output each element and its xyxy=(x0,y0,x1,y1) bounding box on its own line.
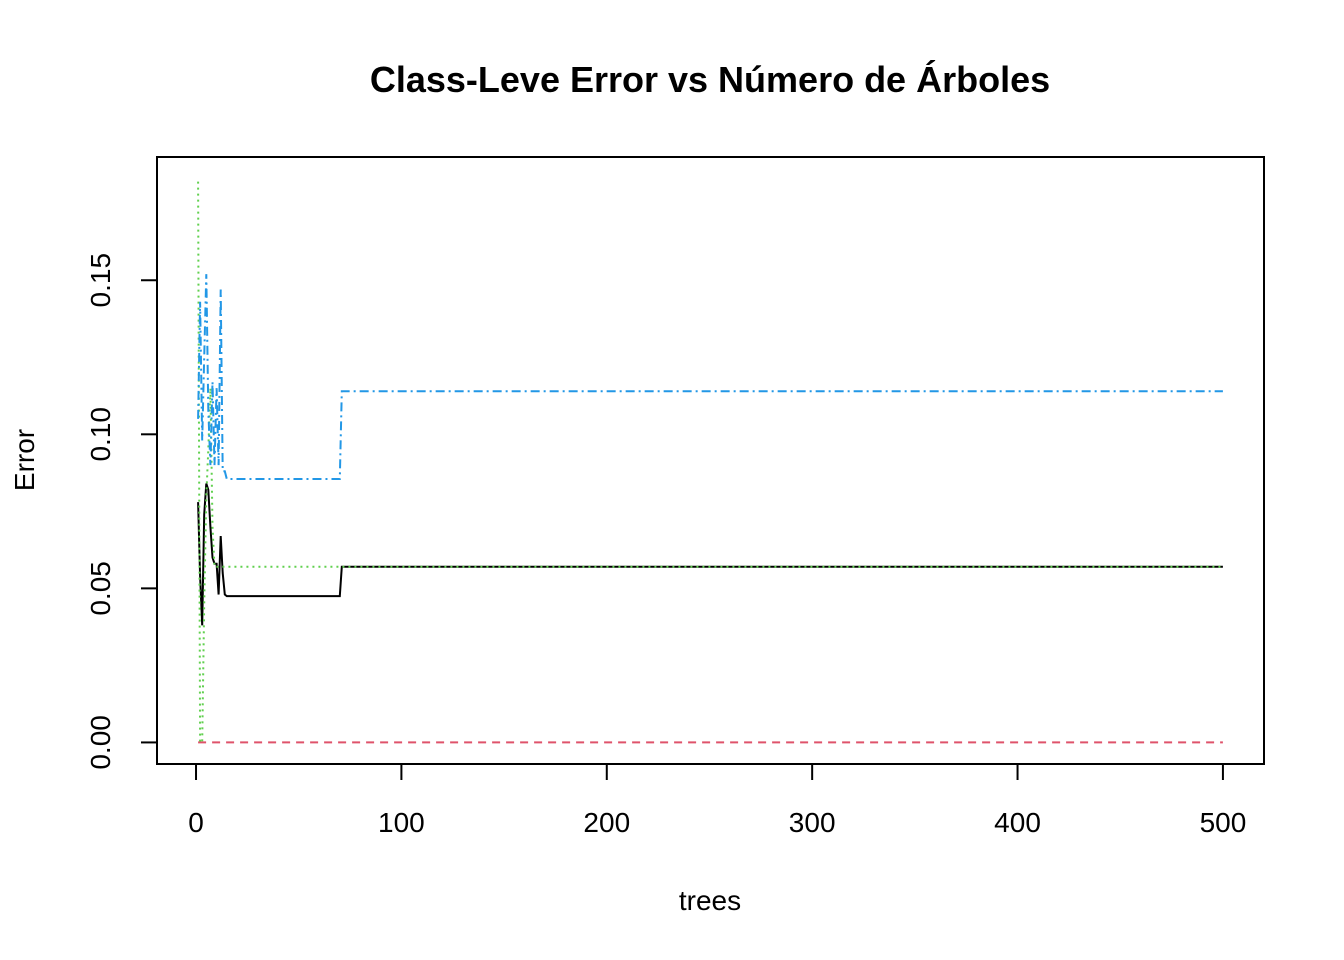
x-axis-label: trees xyxy=(679,885,741,916)
x-tick-label: 500 xyxy=(1200,807,1247,838)
y-tick-label: 0.15 xyxy=(85,253,116,308)
series-layer xyxy=(197,181,1223,744)
series-line-4 xyxy=(197,274,1223,480)
y-tick-label: 0.00 xyxy=(85,715,116,770)
y-tick-label: 0.05 xyxy=(85,561,116,616)
x-tick-label: 0 xyxy=(188,807,204,838)
x-axis: 0 100 200 300 400 500 xyxy=(188,763,1247,838)
plot-frame xyxy=(156,156,1265,765)
series-line-3 xyxy=(197,181,1223,744)
chart-title: Class-Leve Error vs Número de Árboles xyxy=(370,59,1050,100)
y-axis: 0.00 0.05 0.10 0.15 xyxy=(85,253,158,770)
x-tick-label: 100 xyxy=(378,807,425,838)
y-axis-label: Error xyxy=(9,429,40,491)
x-tick-label: 400 xyxy=(994,807,1041,838)
y-tick-label: 0.10 xyxy=(85,407,116,462)
x-tick-label: 300 xyxy=(789,807,836,838)
series-line-1 xyxy=(197,483,1223,626)
x-tick-label: 200 xyxy=(583,807,630,838)
